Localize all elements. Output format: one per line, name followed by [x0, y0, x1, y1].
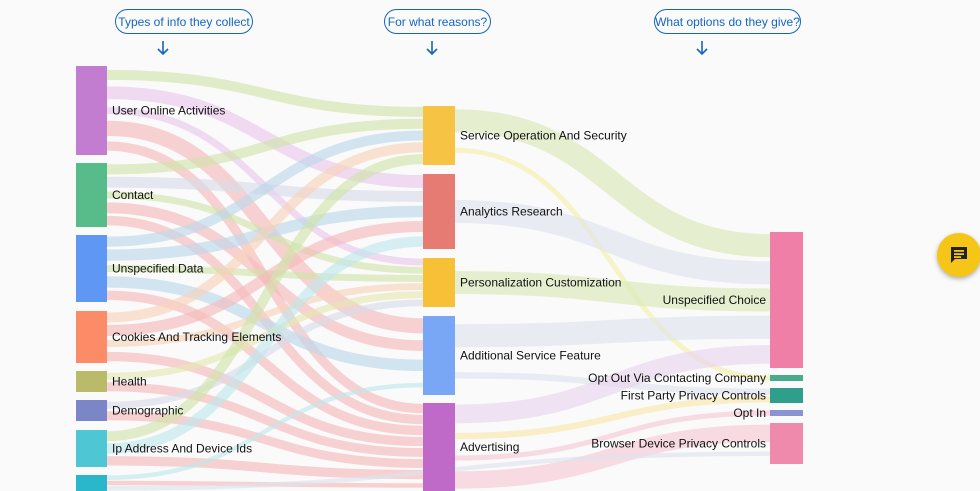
- sankey-link[interactable]: [106, 130, 424, 247]
- sankey-node-label: User Online Activities: [112, 104, 225, 118]
- sankey-node-dem[interactable]: [76, 400, 107, 421]
- sankey-link[interactable]: [106, 142, 424, 323]
- sankey-node-uoa[interactable]: [76, 66, 107, 155]
- sankey-node-pec[interactable]: [423, 258, 455, 307]
- nodes-layer: User Online Activities Contact Unspecified…: [76, 66, 803, 491]
- chat-icon: [951, 247, 967, 263]
- sankey-link[interactable]: [454, 199, 771, 285]
- sankey-node-ovc[interactable]: [770, 375, 803, 381]
- sankey-link[interactable]: [106, 154, 424, 442]
- sankey-node-label: First Party Privacy Controls: [621, 389, 766, 403]
- header-options[interactable]: What options do they give?: [654, 9, 801, 34]
- sankey-node-label: Browser Device Privacy Controls: [591, 437, 766, 451]
- sankey-node-gen[interactable]: [76, 475, 107, 491]
- sankey-node-sos[interactable]: [423, 106, 455, 165]
- header-types[interactable]: Types of info they collect: [115, 9, 253, 34]
- sankey-link[interactable]: [454, 315, 771, 348]
- sankey-node-label: Cookies And Tracking Elements: [112, 330, 281, 344]
- sankey-node-adv[interactable]: [423, 403, 455, 491]
- sankey-node-label: Opt Out Via Contacting Company: [588, 371, 766, 385]
- sankey-node-usd[interactable]: [76, 235, 107, 302]
- links-layer: [106, 69, 771, 491]
- sankey-link[interactable]: [106, 69, 424, 117]
- sankey-node-label: Advertising: [460, 440, 519, 454]
- sankey-node-label: Additional Service Feature: [460, 349, 601, 363]
- sankey-node-con[interactable]: [76, 163, 107, 227]
- sankey-link[interactable]: [106, 382, 424, 457]
- sankey-node-label: Contact: [112, 188, 154, 202]
- sankey-link[interactable]: [454, 410, 771, 461]
- sankey-link[interactable]: [106, 290, 424, 436]
- arrow-down-icon: [696, 41, 708, 56]
- sankey-node-unc[interactable]: [770, 232, 803, 368]
- sankey-node-cte[interactable]: [76, 311, 107, 363]
- sankey-link[interactable]: [454, 345, 771, 424]
- sankey-link[interactable]: [106, 456, 424, 480]
- sankey-node-label: Unspecified Data: [112, 262, 204, 276]
- sankey-node-fpp[interactable]: [770, 388, 803, 403]
- sankey-link[interactable]: [106, 276, 424, 372]
- arrow-down-icon: [157, 41, 169, 56]
- sankey-node-label: Unspecified Choice: [663, 293, 767, 307]
- sankey-link[interactable]: [106, 220, 424, 337]
- header-reasons[interactable]: For what reasons?: [384, 9, 491, 34]
- sankey-link[interactable]: [106, 236, 424, 454]
- sankey-link[interactable]: [454, 109, 771, 258]
- sankey-node-asf[interactable]: [423, 316, 455, 395]
- sankey-link[interactable]: [106, 118, 424, 175]
- sankey-node-opi[interactable]: [770, 410, 803, 416]
- sankey-link[interactable]: [106, 382, 424, 480]
- chat-button[interactable]: [937, 233, 980, 277]
- sankey-link[interactable]: [106, 299, 424, 409]
- arrow-down-icon: [426, 41, 438, 56]
- sankey-link[interactable]: [454, 396, 771, 440]
- sankey-node-label: Personalization Customization: [460, 276, 621, 290]
- sankey-node-label: Health: [112, 375, 147, 389]
- sankey-link[interactable]: [106, 291, 424, 380]
- sankey-node-label: Opt In: [733, 406, 766, 420]
- sankey-link[interactable]: [106, 351, 424, 447]
- sankey-node-label: Analytics Research: [460, 205, 563, 219]
- sankey-node-label: Ip Address And Device Ids: [112, 442, 252, 456]
- sankey-link[interactable]: [106, 283, 424, 347]
- sankey-node-bdp[interactable]: [770, 423, 803, 464]
- sankey-link[interactable]: [454, 270, 771, 312]
- sankey-node-label: Demographic: [112, 404, 183, 418]
- sankey-node-label: Service Operation And Security: [460, 129, 627, 143]
- sankey-node-hea[interactable]: [76, 371, 107, 392]
- sankey-node-anr[interactable]: [423, 174, 455, 249]
- sankey-node-ipa[interactable]: [76, 430, 107, 467]
